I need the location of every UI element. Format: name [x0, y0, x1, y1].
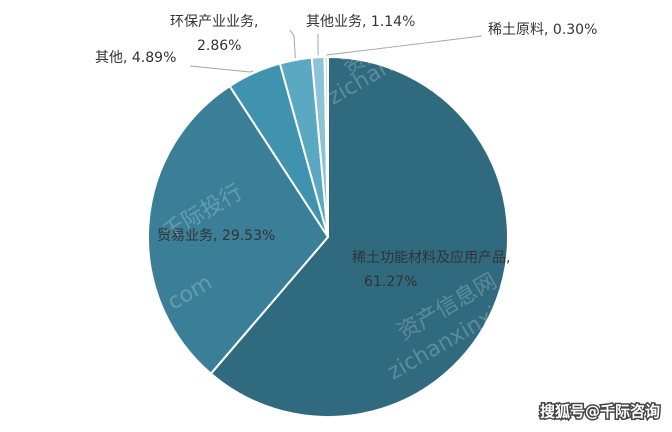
label-sep: ,	[213, 228, 222, 244]
data-label: 稀土原料, 0.30%	[488, 22, 597, 38]
pie-slice	[147, 84, 330, 376]
data-label: 2.86%	[197, 38, 241, 54]
label-category: 环保产业业务	[170, 14, 254, 30]
label-sep: ,	[123, 50, 132, 66]
label-sep: ,	[506, 250, 510, 266]
label-value: 61.27%	[364, 274, 417, 290]
label-sep: ,	[544, 22, 553, 38]
label-sep: ,	[254, 14, 258, 30]
label-value: 4.89%	[132, 50, 176, 66]
leader-line	[326, 35, 483, 56]
data-label: 其他业务, 1.14%	[306, 14, 415, 30]
data-label: 贸易业务, 29.53%	[157, 228, 275, 244]
label-category: 贸易业务	[157, 228, 213, 244]
data-label: 稀土功能材料及应用产品,	[352, 249, 510, 266]
label-category: 稀土原料	[488, 22, 544, 38]
label-value: 2.86%	[197, 38, 241, 54]
label-value: 0.30%	[553, 22, 597, 38]
label-value: 1.14%	[371, 14, 415, 30]
label-sep: ,	[362, 14, 371, 30]
leader-line	[289, 29, 296, 58]
label-category: 其他业务	[306, 14, 362, 30]
data-label: 61.27%	[364, 274, 417, 290]
pie-slice	[323, 55, 329, 238]
data-label: 其他, 4.89%	[95, 50, 176, 66]
label-category: 稀土功能材料及应用产品	[352, 249, 506, 266]
label-category: 其他	[95, 50, 123, 66]
leader-line	[189, 65, 254, 73]
source-watermark: 搜狐号@千际咨询	[540, 403, 660, 421]
label-value: 29.53%	[222, 228, 275, 244]
pie-slice	[209, 55, 509, 418]
data-label: 环保产业业务,	[170, 14, 258, 30]
